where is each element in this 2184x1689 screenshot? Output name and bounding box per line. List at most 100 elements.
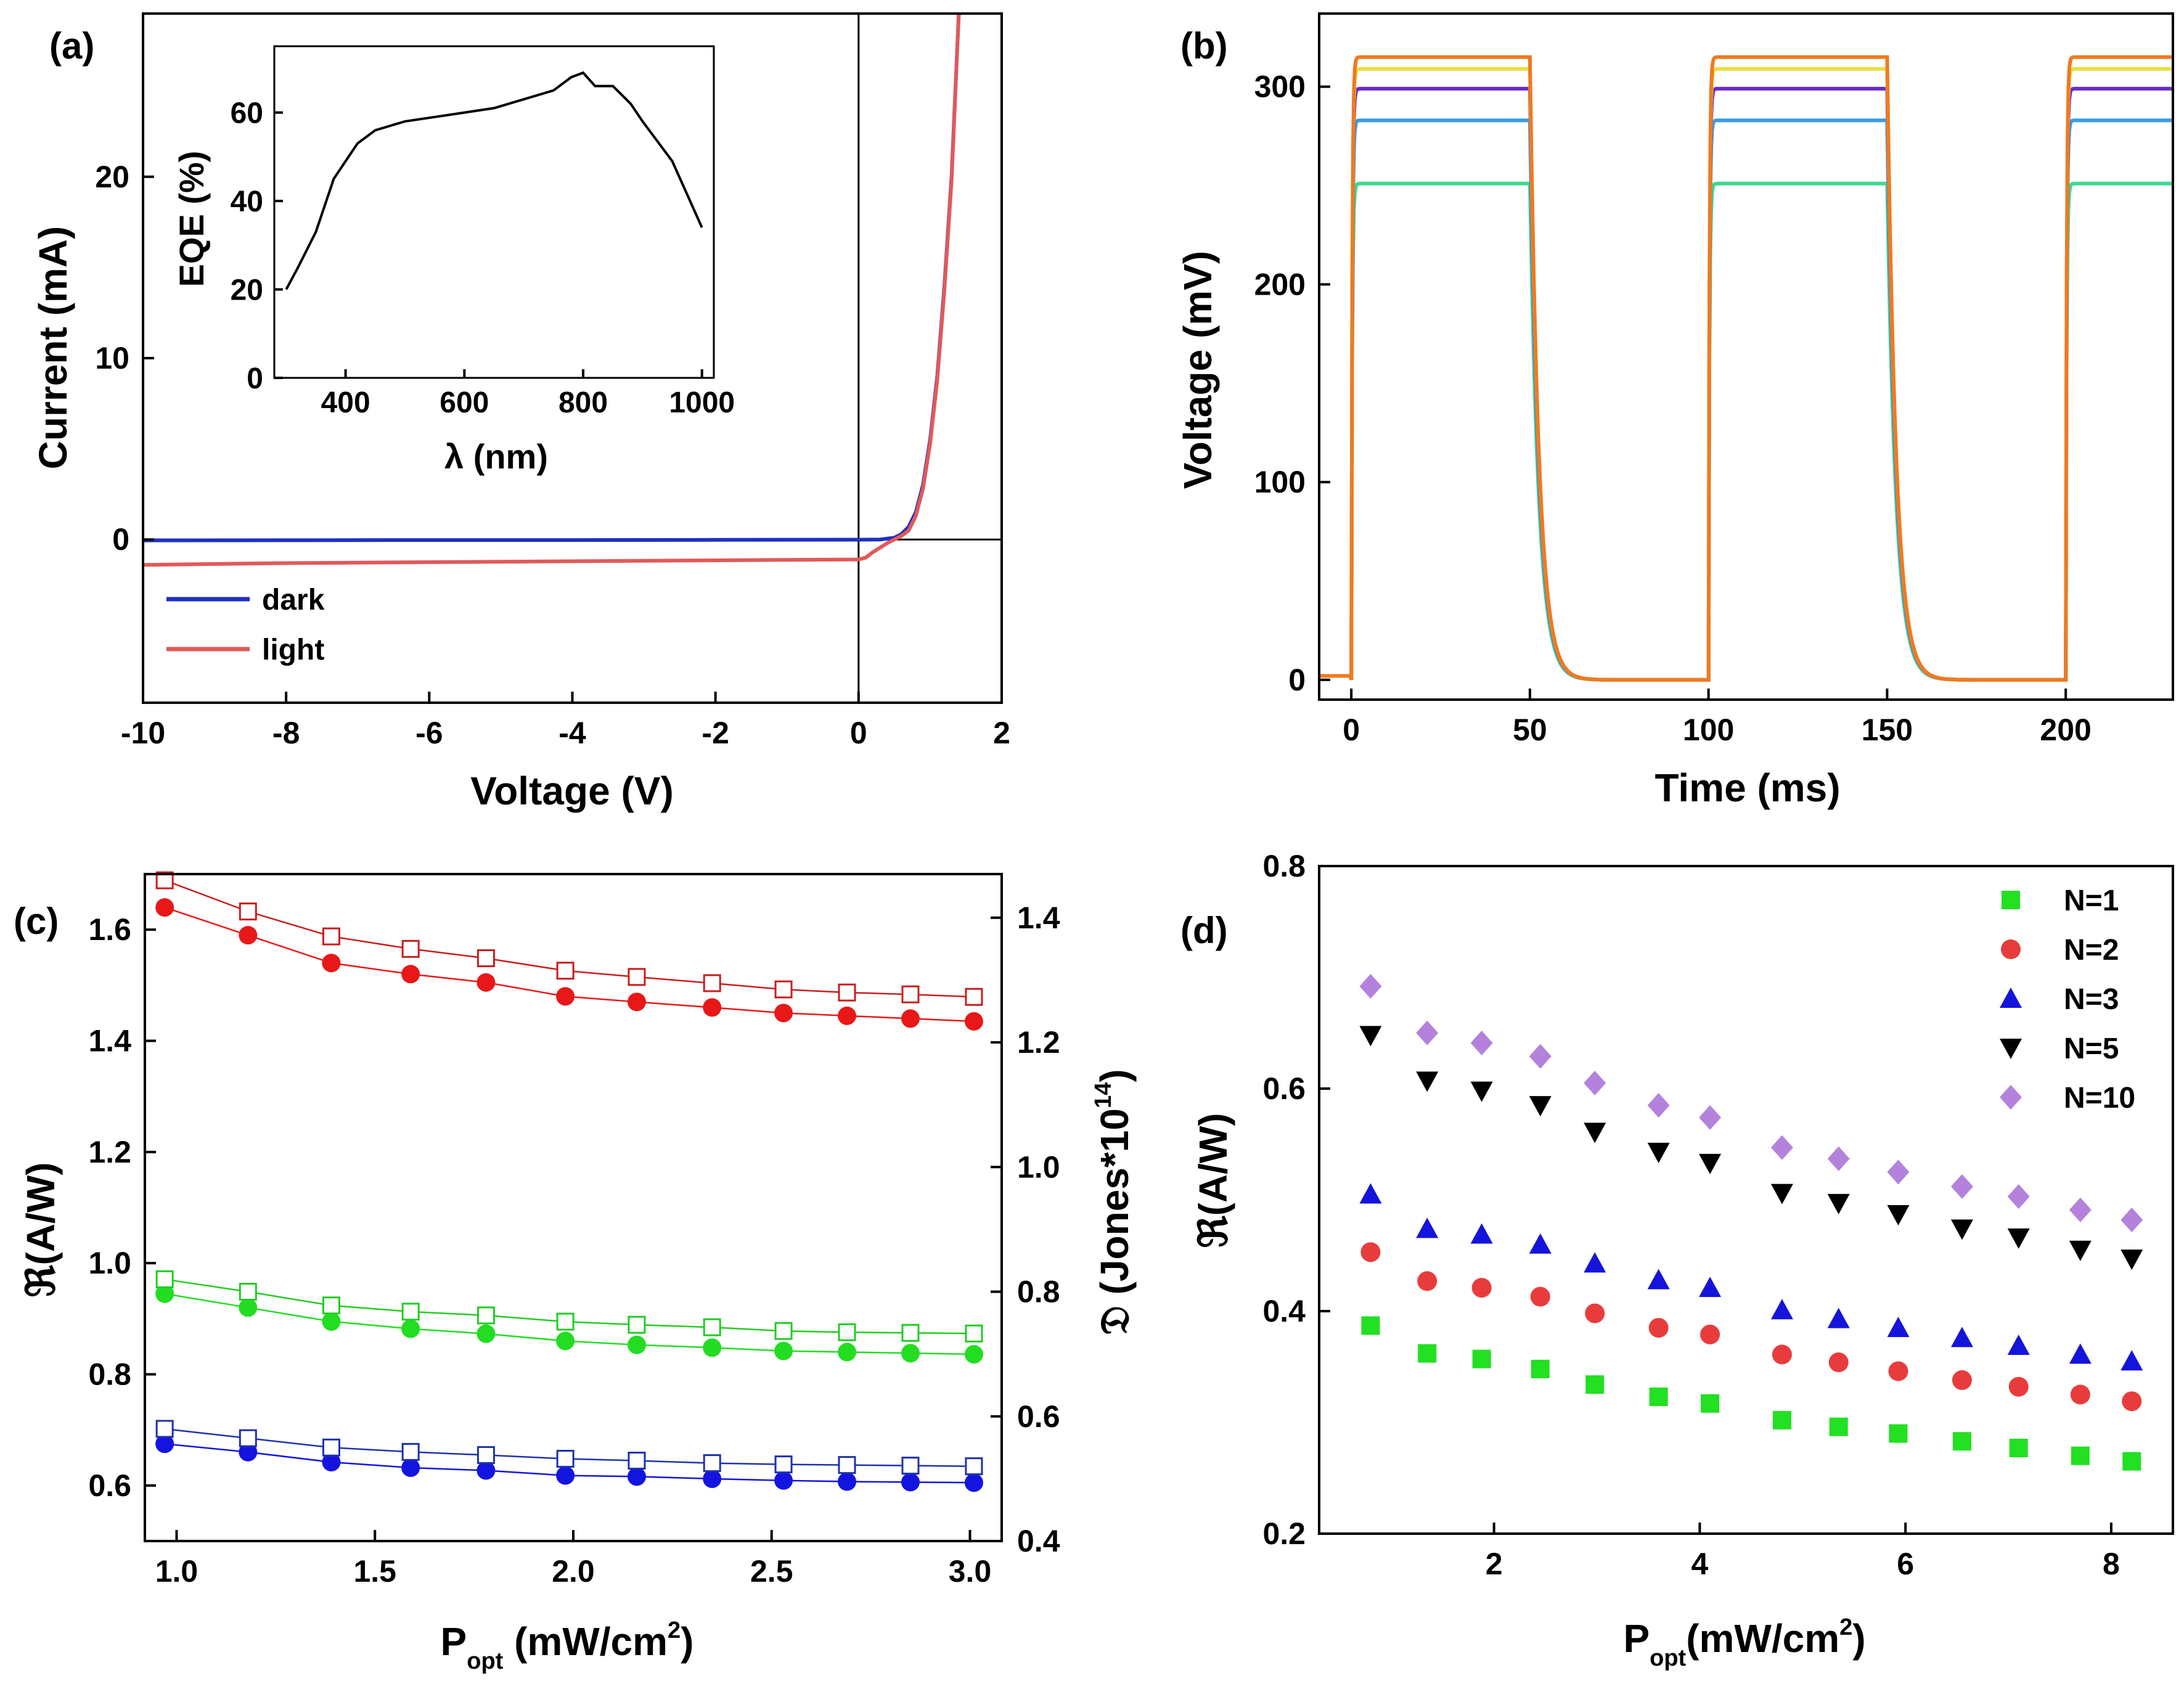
panel-c-point-R-blue — [556, 1466, 575, 1485]
panel-c-point-D-blue — [774, 1455, 793, 1474]
panel-d-point-N=1 — [1472, 1349, 1491, 1368]
panel-c-line-D-red — [164, 879, 975, 998]
panel-d-point-N=10 — [2007, 1184, 2030, 1209]
panel-c-point-R-blue — [627, 1467, 646, 1486]
panel-a-letter: (a) — [49, 25, 94, 67]
panel-c-point-D-red — [401, 939, 420, 958]
panel-d-point-N=1 — [1952, 1432, 1971, 1451]
panel-d-y-tick-label: 0.6 — [1262, 1071, 1306, 1106]
panel-c-point-R-blue — [901, 1473, 920, 1492]
panel-c-point-D-red — [774, 980, 793, 999]
panel-c-line-R-blue — [165, 1442, 975, 1484]
panel-c-x-tick-label: 2.0 — [552, 1554, 595, 1589]
panel-d-point-N=1 — [1585, 1375, 1605, 1394]
panel-d-point-N=10 — [1827, 1146, 1850, 1171]
panel-d-point-N=5 — [1416, 1071, 1439, 1092]
panel-d-legend-marker-N=1 — [2002, 891, 2020, 909]
panel-c-x-label-close: ) — [681, 1619, 693, 1664]
panel-d-legend-marker-N=10 — [2000, 1085, 2022, 1110]
panel-c-line-R-red — [164, 906, 975, 1023]
panel-c-point-R-blue — [155, 1434, 174, 1454]
panel-d-point-N=10 — [1770, 1135, 1793, 1160]
panel-c-line-D-green — [165, 1278, 975, 1335]
panel-d-point-N=3 — [1827, 1307, 1850, 1328]
panel-d-point-N=5 — [1770, 1184, 1793, 1204]
panel-d-x-label-main: P — [1623, 1616, 1650, 1661]
panel-c-y-tick-label: 1.4 — [88, 1024, 131, 1058]
panel-b-y-tick-label: 0 — [1288, 663, 1306, 697]
panel-b-y-axis-label: Voltage (mV) — [1176, 251, 1220, 489]
panel-d-point-N=1 — [1772, 1410, 1791, 1429]
panel-a-inset-y-tick-label: 60 — [231, 97, 263, 130]
panel-d-point-N=1 — [1418, 1344, 1437, 1363]
panel-c-point-R-green — [774, 1341, 793, 1360]
panel-d-point-N=2 — [1952, 1370, 1972, 1390]
panel-c-point-D-red — [901, 985, 920, 1004]
panel-c-point-D-green — [401, 1303, 420, 1321]
panel-c-point-R-blue — [774, 1471, 793, 1490]
panel-a-inset-x-tick-label: 800 — [558, 386, 608, 419]
panel-d-point-N=1 — [1889, 1424, 1908, 1443]
panel-d-legend-label-N=3: N=3 — [2064, 983, 2119, 1016]
panel-c-right-label-close: ) — [1092, 1069, 1137, 1082]
panel-d-point-N=10 — [1470, 1030, 1493, 1055]
panel-c-point-R-green — [556, 1331, 575, 1351]
panel-c-point-D-blue — [401, 1442, 420, 1461]
panel-c-point-R-green — [476, 1324, 496, 1343]
panel-c-point-D-blue — [628, 1452, 646, 1470]
panel-c-point-R-blue — [476, 1461, 496, 1480]
panel-c-point-D-green — [838, 1323, 856, 1341]
panel-c-point-D-red — [703, 974, 721, 992]
panel-c-point-R-red — [239, 926, 258, 945]
panel-c-point-R-green — [964, 1345, 983, 1364]
panel-a-inset-eqe-curve — [285, 71, 703, 290]
panel-d-point-N=5 — [2121, 1249, 2143, 1270]
panel-a-inset-y-tick-label: 0 — [247, 362, 263, 395]
panel-c-point-R-blue — [401, 1458, 420, 1477]
panel-d-point-N=3 — [1470, 1223, 1493, 1244]
panel-a-legend: dark light — [166, 584, 325, 666]
panel-c-line-D-blue — [165, 1428, 975, 1467]
panel-c-right-label-main: 𝔇 (Jones*10 — [1092, 1108, 1137, 1335]
panel-c-point-D-red — [476, 949, 495, 968]
panel-c-point-R-green — [401, 1319, 420, 1338]
panel-d-point-N=2 — [1828, 1352, 1849, 1373]
panel-c-y-tick-label: 0.8 — [88, 1357, 131, 1392]
panel-c-point-R-red — [774, 1004, 793, 1023]
panel-c-point-D-blue — [901, 1457, 920, 1475]
panel-d-y-tick-label: 0.2 — [1262, 1516, 1306, 1551]
panel-d-point-N=10 — [2121, 1207, 2143, 1232]
panel-c-x-label-sup: 2 — [668, 1617, 681, 1643]
panel-d-point-N=2 — [1585, 1303, 1605, 1323]
panel-d-point-N=3 — [1770, 1299, 1793, 1320]
panel-b-y-tick-label: 200 — [1254, 267, 1306, 301]
panel-d-x-label-sup: 2 — [1839, 1614, 1852, 1640]
panel-d-point-N=3 — [1529, 1233, 1552, 1254]
panel-c-point-R-blue — [838, 1472, 857, 1491]
panel-a-y-tick-label: 10 — [95, 341, 129, 375]
panel-c-right-y-tick-label: 1.0 — [1017, 1150, 1060, 1184]
panel-c-point-R-red — [964, 1012, 983, 1031]
panel-d-point-N=1 — [1829, 1417, 1848, 1436]
panel-d-point-N=2 — [1360, 1242, 1381, 1262]
panel-d-point-N=2 — [1700, 1324, 1720, 1344]
panel-d-legend-label-N=1: N=1 — [2064, 885, 2119, 917]
panel-c-right-y-tick-label: 1.4 — [1017, 901, 1060, 935]
panel-d-point-N=3 — [1699, 1277, 1722, 1298]
panel-c-responsivity-detectivity: 1.0 1.5 2.0 2.5 3.0 0.6 0.8 1.0 1.2 1.4 1.6 0.4 0.6 0… — [14, 871, 1137, 1674]
panel-c-point-D-green — [556, 1312, 575, 1331]
panel-c-point-D-green — [965, 1324, 983, 1343]
panel-d-point-N=1 — [2122, 1452, 2141, 1471]
panel-d-x-axis-label: Popt(mW/cm2) — [1623, 1614, 1865, 1671]
panel-c-point-R-red — [476, 973, 496, 992]
panel-c-point-R-red — [322, 954, 341, 973]
panel-a-y-tick-label: 0 — [112, 522, 129, 557]
panel-d-point-N=5 — [1827, 1193, 1850, 1214]
panel-a-legend-label-light: light — [262, 634, 324, 666]
panel-a-inset-x-tick-label: 400 — [321, 386, 370, 419]
panel-c-right-y-tick-label: 0.4 — [1017, 1524, 1060, 1558]
panel-d-point-N=3 — [2069, 1343, 2092, 1364]
panel-b-x-tick-label: 50 — [1513, 713, 1547, 747]
panel-d-point-N=5 — [1950, 1219, 1973, 1240]
panel-b-letter: (b) — [1180, 25, 1228, 67]
